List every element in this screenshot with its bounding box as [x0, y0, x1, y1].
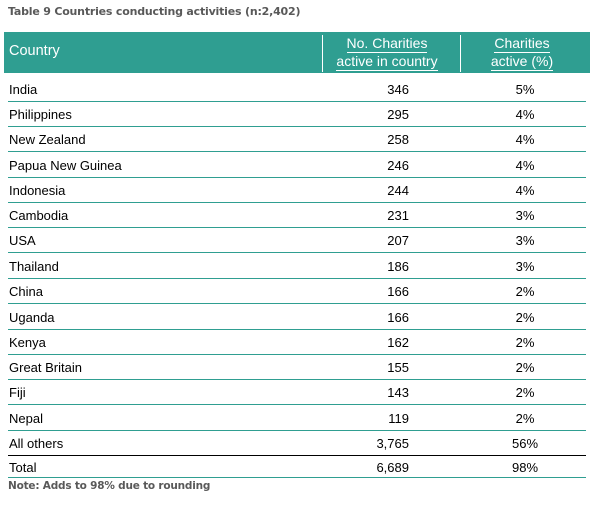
- count-cell: 143: [387, 385, 409, 400]
- country-cell: Cambodia: [9, 208, 69, 223]
- country-cell: New Zealand: [9, 132, 86, 147]
- table-row: India 346 5%: [8, 76, 586, 102]
- percent-cell: 5%: [515, 82, 535, 97]
- column-header-charities-count-line2: active in country: [336, 53, 438, 71]
- table-row: USA 207 3%: [8, 227, 586, 253]
- column-header-charities-percent-line2: active (%): [490, 53, 554, 71]
- table-row: Thailand 186 3%: [8, 253, 586, 279]
- count-cell: 244: [387, 183, 409, 198]
- count-cell: 246: [387, 158, 409, 173]
- count-cell: 207: [387, 233, 409, 248]
- country-cell: Nepal: [9, 411, 43, 426]
- table-row: New Zealand 258 4%: [8, 126, 586, 152]
- percent-cell: 2%: [515, 335, 535, 350]
- count-cell: 166: [387, 310, 409, 325]
- table-note: Note: Adds to 98% due to rounding: [8, 480, 211, 492]
- percent-cell: 2%: [515, 310, 535, 325]
- count-cell: 166: [387, 284, 409, 299]
- table-row: Cambodia 231 3%: [8, 202, 586, 228]
- table-row: Great Britain 155 2%: [8, 354, 586, 380]
- country-cell: Papua New Guinea: [9, 158, 122, 173]
- country-cell: Philippines: [9, 107, 72, 122]
- percent-cell: 56%: [511, 436, 539, 451]
- column-header-charities-percent: Charities active (%): [460, 35, 583, 72]
- column-header-charities-percent-line1: Charities: [494, 35, 550, 53]
- country-cell: Great Britain: [9, 360, 82, 375]
- table-row: All others 3,765 56%: [8, 430, 586, 455]
- count-cell: 3,765: [376, 436, 409, 451]
- column-header-country: Country: [9, 43, 60, 59]
- percent-cell: 4%: [515, 132, 535, 147]
- country-cell: Total: [9, 460, 37, 475]
- column-header-charities-count: No. Charities active in country: [322, 35, 451, 72]
- percent-cell: 3%: [515, 208, 535, 223]
- table-caption: Table 9 Countries conducting activities …: [8, 5, 301, 18]
- table-row: Papua New Guinea 246 4%: [8, 152, 586, 178]
- country-cell: Uganda: [9, 310, 55, 325]
- count-cell: 155: [387, 360, 409, 375]
- count-cell: 258: [387, 132, 409, 147]
- table-row: Kenya 162 2%: [8, 329, 586, 355]
- percent-cell: 2%: [515, 385, 535, 400]
- count-cell: 231: [387, 208, 409, 223]
- table-row: Indonesia 244 4%: [8, 177, 586, 203]
- table-header: Country No. Charities active in country …: [4, 32, 590, 73]
- percent-cell: 4%: [515, 183, 535, 198]
- table-row: Fiji 143 2%: [8, 379, 586, 405]
- count-cell: 119: [388, 411, 409, 426]
- table-row: Uganda 166 2%: [8, 304, 586, 330]
- percent-cell: 2%: [515, 411, 535, 426]
- count-cell: 186: [387, 259, 409, 274]
- table-row: Nepal 119 2%: [8, 405, 586, 431]
- percent-cell: 3%: [515, 259, 535, 274]
- table-total-row: Total 6,689 98%: [8, 455, 586, 478]
- count-cell: 346: [387, 82, 409, 97]
- percent-cell: 3%: [515, 233, 535, 248]
- country-cell: Indonesia: [9, 183, 66, 198]
- percent-cell: 4%: [515, 158, 535, 173]
- percent-cell: 2%: [515, 360, 535, 375]
- country-cell: China: [9, 284, 43, 299]
- country-cell: Thailand: [9, 259, 59, 274]
- country-cell: All others: [9, 436, 64, 451]
- count-cell: 6,689: [376, 460, 409, 475]
- country-cell: USA: [9, 233, 36, 248]
- table-row: China 166 2%: [8, 278, 586, 304]
- count-cell: 162: [387, 335, 409, 350]
- percent-cell: 4%: [515, 107, 535, 122]
- percent-cell: 98%: [511, 460, 539, 475]
- country-cell: Kenya: [9, 335, 46, 350]
- table-row: Philippines 295 4%: [8, 101, 586, 127]
- count-cell: 295: [387, 107, 409, 122]
- country-cell: India: [9, 82, 38, 97]
- column-header-charities-count-line1: No. Charities: [346, 35, 428, 53]
- country-cell: Fiji: [9, 385, 26, 400]
- percent-cell: 2%: [515, 284, 535, 299]
